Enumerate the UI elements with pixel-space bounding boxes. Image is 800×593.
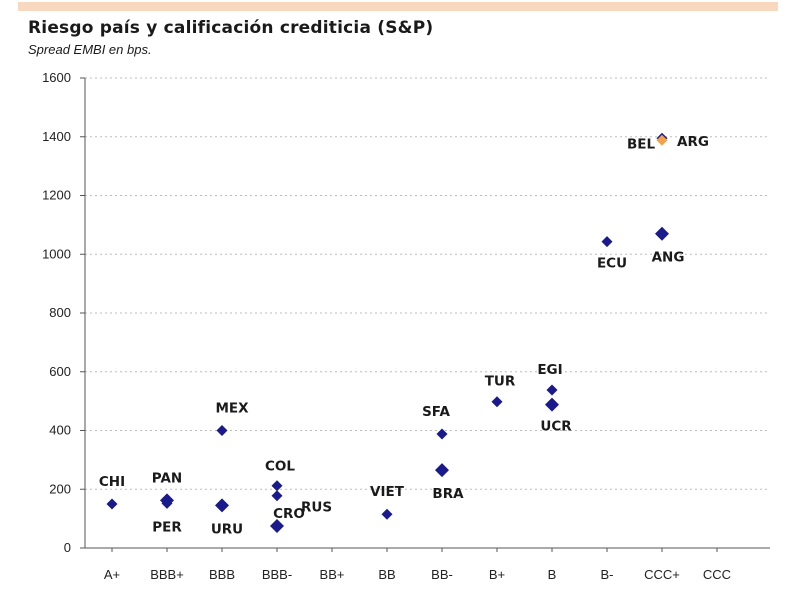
x-tick-label: BBB+ — [150, 567, 184, 582]
data-point-tur — [491, 396, 503, 408]
y-tick-label: 200 — [49, 481, 71, 496]
data-point-cro — [270, 518, 284, 533]
x-tick-label: CCC — [703, 567, 731, 582]
x-tick-label: B- — [601, 567, 614, 582]
data-label-per: PER — [152, 519, 182, 535]
data-label-sfa: SFA — [422, 404, 450, 420]
data-point-chi — [106, 498, 118, 510]
data-label-bra: BRA — [432, 486, 464, 502]
y-tick-label: 400 — [49, 423, 71, 438]
data-label-pan: PAN — [152, 470, 182, 486]
data-point-ucr — [545, 397, 559, 412]
data-label-mex: MEX — [215, 401, 249, 417]
data-label-rus: RUS — [301, 500, 332, 516]
y-tick-label: 1200 — [42, 188, 71, 203]
data-label-arg: ARG — [677, 134, 709, 150]
x-tick-label: BBB- — [262, 567, 292, 582]
data-point-egi — [546, 384, 558, 396]
data-point-sfa — [436, 428, 448, 440]
data-point-bra — [435, 463, 449, 478]
y-tick-label: 0 — [64, 540, 71, 555]
data-point-per — [161, 497, 173, 509]
header-accent-bar — [18, 2, 778, 11]
y-tick-label: 1600 — [42, 70, 71, 85]
x-tick-label: B+ — [489, 567, 505, 582]
data-label-tur: TUR — [485, 374, 516, 390]
data-point-bel — [656, 134, 668, 146]
chart-title: Riesgo país y calificación crediticia (S… — [28, 18, 434, 38]
y-tick-label: 1400 — [42, 129, 71, 144]
x-tick-label: CCC+ — [644, 567, 680, 582]
y-tick-label: 800 — [49, 305, 71, 320]
data-label-ang: ANG — [652, 250, 685, 266]
x-tick-label: BB- — [431, 567, 453, 582]
data-label-cro: CRO — [273, 506, 305, 522]
data-label-bel: BEL — [627, 136, 656, 152]
chart-subtitle: Spread EMBI en bps. — [28, 42, 152, 57]
data-label-col: COL — [265, 459, 295, 475]
y-tick-label: 1000 — [42, 246, 71, 261]
data-point-ecu — [601, 236, 613, 248]
x-tick-label: BB — [378, 567, 395, 582]
data-label-uru: URU — [211, 521, 243, 537]
data-point-col — [271, 480, 283, 492]
data-point-ang — [655, 226, 669, 241]
data-label-viet: VIET — [370, 484, 405, 500]
x-tick-label: A+ — [104, 567, 120, 582]
data-point-rus — [271, 490, 283, 502]
data-label-egi: EGI — [537, 362, 562, 378]
data-label-ucr: UCR — [540, 419, 572, 435]
x-tick-label: BBB — [209, 567, 235, 582]
x-tick-label: B — [548, 567, 557, 582]
y-tick-label: 600 — [49, 364, 71, 379]
data-point-viet — [381, 508, 393, 520]
data-point-mex — [216, 425, 228, 436]
data-label-ecu: ECU — [597, 256, 627, 272]
x-tick-label: BB+ — [320, 567, 345, 582]
data-label-chi: CHI — [99, 474, 125, 490]
data-point-uru — [215, 498, 229, 513]
